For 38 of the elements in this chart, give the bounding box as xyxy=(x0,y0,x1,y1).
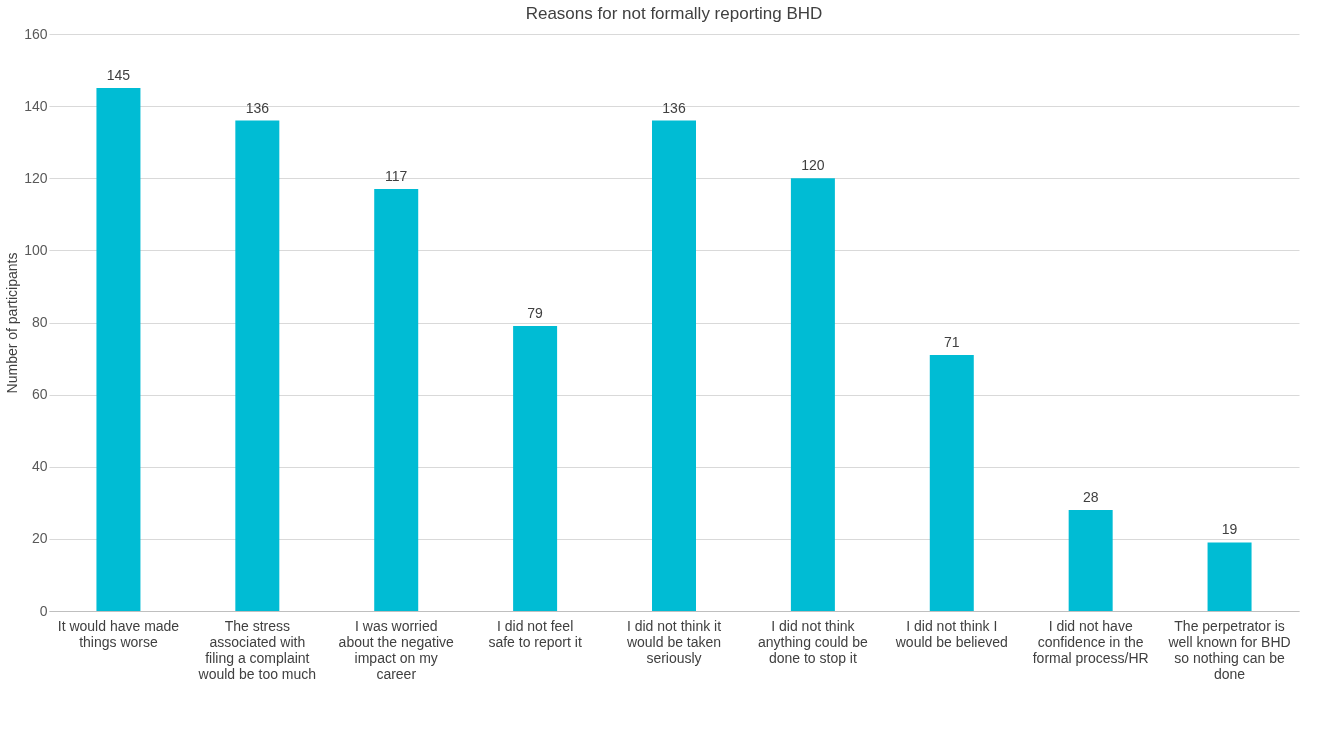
x-tick-label: It would have made things worse xyxy=(57,617,180,650)
x-tick-label: The stress associated with filing a complaint would be too much xyxy=(197,617,317,682)
chart-title: Reasons for not formally reporting BHD xyxy=(525,4,823,23)
bar xyxy=(513,326,558,611)
x-tick-label: I did not have confidence in the formal process/HR xyxy=(1032,617,1149,666)
y-tick-label: 40 xyxy=(31,458,48,475)
bar xyxy=(374,189,419,611)
y-axis-title: Number of participants xyxy=(4,252,21,394)
data-label: 136 xyxy=(245,99,270,116)
data-label: 136 xyxy=(662,99,686,116)
data-label: 71 xyxy=(943,333,960,350)
data-label: 120 xyxy=(801,157,825,174)
data-label: 19 xyxy=(1221,521,1238,538)
x-tick-label: I did not think I would be believed xyxy=(894,617,1008,650)
y-tick-label: 160 xyxy=(24,25,48,42)
x-tick-label: I did not feel safe to report it xyxy=(488,617,582,650)
y-tick-label: 20 xyxy=(31,530,48,547)
y-tick-label: 100 xyxy=(24,241,48,258)
x-tick-label: I did not think it would be taken seriously xyxy=(625,617,722,666)
y-tick-label: 0 xyxy=(39,602,48,619)
data-label: 145 xyxy=(106,67,131,84)
bar xyxy=(790,178,835,611)
bar xyxy=(1068,510,1113,611)
bar xyxy=(1207,542,1252,611)
x-tick-label: I was worried about the negative impact on my career xyxy=(338,617,455,682)
bar xyxy=(652,120,696,611)
y-tick-label: 60 xyxy=(31,386,48,403)
y-tick-label: 80 xyxy=(31,314,48,330)
y-tick-label: 120 xyxy=(24,169,48,186)
x-tick-label: The perpetrator is well known for BHD so nothing can be done xyxy=(1167,617,1291,682)
data-label: 28 xyxy=(1082,489,1099,506)
bar xyxy=(235,120,280,611)
bar xyxy=(929,354,974,611)
y-tick-label: 140 xyxy=(24,97,48,114)
bar xyxy=(96,88,141,611)
data-label: 117 xyxy=(385,168,408,185)
data-label: 79 xyxy=(527,305,544,322)
x-tick-label: I did not think anything could be done to stop it xyxy=(758,617,868,666)
